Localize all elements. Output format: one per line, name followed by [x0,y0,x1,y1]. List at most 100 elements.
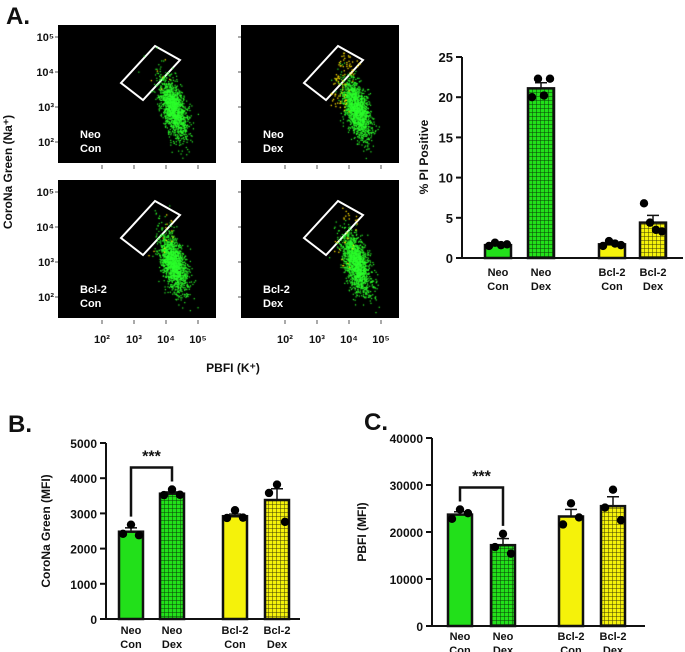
x-tick-label: Dex [267,639,288,651]
data-point [566,499,576,508]
y-tick-label: 10 [439,171,453,186]
x-tick-label: Dex [162,639,183,651]
data-point [502,240,512,249]
data-point [657,227,667,236]
data-point [222,513,232,523]
data-point [608,485,618,494]
y-tick-label: 4000 [70,472,97,486]
y-axis-title: CoroNa Green (MFI) [39,474,53,587]
bar-neo-con [117,530,145,621]
flow-plot-label: Dex [263,143,284,155]
y-tick-label: 0 [90,613,97,627]
data-point [134,531,144,540]
y-tick-label: 3000 [70,507,97,521]
data-point [118,529,128,539]
flow-y-tick-label: 10² [38,292,54,304]
y-tick-label: 30000 [390,479,424,493]
bar-chart-c: PBFI (MFI) 0 10000 20000 30000 40000 Neo Con Neo… [355,432,645,652]
flow-y-tick-label: 10³ [38,257,54,269]
flow-y-tick-label: 10² [38,137,54,149]
data-point [490,542,500,552]
data-point [175,490,185,499]
data-point [616,516,626,525]
significance-label: *** [142,448,161,465]
x-tick-label: Neo [488,267,509,279]
y-tick-label: 40000 [390,432,424,446]
flow-x-tick-label: 10² [277,334,293,346]
flow-plot-label: Neo [263,129,284,141]
bar-neo-dex [526,87,556,260]
x-tick-label: Con [560,645,582,652]
data-point [280,517,290,527]
data-point [527,93,537,102]
y-axis-title: PBFI (MFI) [355,502,369,561]
x-tick-label: Bcl-2 [558,631,585,643]
data-point [455,505,465,514]
x-tick-label: Bcl-2 [640,267,667,279]
data-point [639,199,649,208]
data-point [230,506,240,515]
x-tick-label: Neo [121,625,142,637]
y-tick-label: 0 [416,620,423,634]
data-point [463,509,473,518]
flow-x-tick-label: 10² [94,334,110,346]
flow-plot-label: Con [80,143,102,155]
flow-y-tick-label: 10⁴ [36,67,54,79]
data-point [558,520,568,529]
flow-plot-label: Bcl-2 [80,284,107,296]
flow-y-tick-label: 10⁵ [37,187,54,199]
bar-neo-dex [158,492,186,621]
panel-label-a: A. [6,3,30,30]
x-tick-label: Con [487,281,509,293]
data-point [167,485,177,494]
x-tick-label: Neo [493,631,514,643]
x-tick-label: Neo [162,625,183,637]
significance-label: *** [472,468,491,485]
flow-x-tick-label: 10⁴ [340,334,358,346]
data-point [447,514,457,524]
flow-x-tick-label: 10⁵ [189,334,206,346]
x-tick-label: Dex [531,281,552,293]
data-point [574,513,584,522]
data-point [545,74,555,83]
y-tick-label: 10000 [390,573,424,587]
flow-plot-label: Neo [80,129,101,141]
flow-plot-label: Bcl-2 [263,284,290,296]
bar-chart-a: % PI Positive 0 5 10 15 20 25 Neo Con Neo Dex Bcl-2… [417,50,683,293]
x-tick-label: Con [120,639,142,651]
x-tick-label: Con [601,281,623,293]
x-tick-label: Bcl-2 [599,267,626,279]
x-tick-label: Dex [643,281,664,293]
x-tick-label: Neo [450,631,471,643]
data-point [539,91,549,100]
flow-y-tick-label: 10³ [38,102,54,114]
panel-label-c: C. [364,409,388,436]
x-tick-label: Bcl-2 [264,625,291,637]
y-tick-label: 15 [439,130,453,145]
x-tick-label: Con [224,639,246,651]
flow-x-tick-label: 10⁴ [157,334,175,346]
data-point [159,490,169,500]
data-point [498,529,508,539]
flow-plot-label: Con [80,298,102,310]
flow-x-tick-label: 10⁵ [372,334,389,346]
x-tick-label: Bcl-2 [600,631,627,643]
flow-y-tick-label: 10⁴ [36,222,54,234]
flow-cytometry-panel: CoroNa Green (Na⁺) PBFI (K⁺) 10⁵ 10⁴ 10³ 10… [1,25,399,375]
y-tick-label: 5 [446,211,453,226]
flow-x-axis-title: PBFI (K⁺) [206,361,260,375]
data-point [645,218,655,227]
panel-label-b: B. [8,411,32,438]
x-tick-label: Bcl-2 [222,625,249,637]
y-tick-label: 0 [446,251,453,266]
flow-plot-label: Dex [263,298,284,310]
y-tick-label: 25 [439,50,453,65]
bar-chart-b: CoroNa Green (MFI) 0 1000 2000 3000 4000 5000 N… [39,437,300,651]
data-point [600,503,610,512]
flow-y-axis-title: CoroNa Green (Na⁺) [1,115,15,229]
flow-x-tick-label: 10³ [309,334,325,346]
y-axis-title: % PI Positive [417,119,431,194]
y-tick-label: 20 [439,90,453,105]
bar-bcl-2-con [557,515,585,628]
data-point [264,488,274,498]
